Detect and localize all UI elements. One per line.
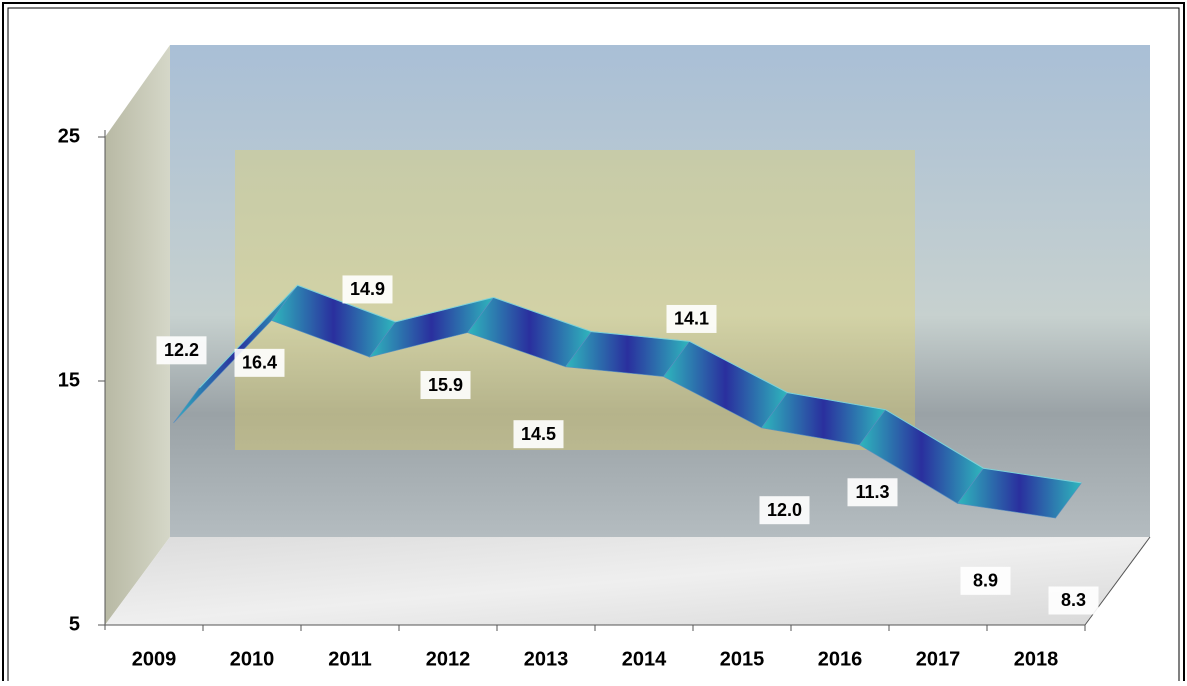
value-label-text: 8.9	[973, 571, 998, 591]
value-label-box	[234, 348, 285, 377]
y-tick-label: 15	[58, 369, 80, 391]
value-label-text: 15.9	[428, 375, 463, 395]
value-label: 11.3	[847, 478, 898, 507]
value-label-box	[960, 566, 1011, 595]
value-label-text: 16.4	[242, 353, 277, 373]
x-tick-label: 2015	[720, 648, 765, 670]
value-label-box	[1048, 586, 1099, 615]
x-tick-label: 2016	[818, 648, 863, 670]
x-tick-label: 2010	[230, 648, 275, 670]
x-tick-label: 2012	[426, 648, 471, 670]
side-wall	[105, 45, 170, 625]
value-label-box	[513, 420, 564, 449]
value-label: 16.4	[234, 348, 285, 377]
x-tick-label: 2017	[916, 648, 961, 670]
value-label-box	[156, 336, 207, 365]
value-label: 8.9	[960, 566, 1011, 595]
value-label-text: 11.3	[855, 482, 889, 502]
value-label-text: 8.3	[1061, 590, 1086, 610]
x-tick-label: 2011	[328, 648, 371, 670]
ribbon-edge	[199, 284, 1082, 484]
floor	[105, 537, 1150, 625]
value-label-box	[666, 304, 717, 333]
y-tick-label: 5	[69, 613, 80, 635]
x-tick-label: 2009	[132, 648, 177, 670]
value-label: 12.0	[759, 496, 810, 525]
value-label: 14.5	[513, 420, 564, 449]
value-label-box	[342, 275, 393, 304]
value-label-text: 14.5	[521, 424, 556, 444]
value-label-text: 12.2	[164, 340, 199, 360]
value-label: 14.9	[342, 275, 393, 304]
value-label-text: 14.1	[674, 309, 709, 329]
value-label: 14.1	[666, 304, 717, 333]
value-label-text: 12.0	[767, 500, 802, 520]
value-label: 15.9	[420, 371, 471, 400]
value-label-text: 14.9	[350, 279, 385, 299]
x-tick-label: 2013	[524, 648, 569, 670]
x-tick-label: 2018	[1014, 648, 1059, 670]
value-label: 8.3	[1048, 586, 1099, 615]
x-tick-label: 2014	[622, 648, 667, 670]
frame-inner	[7, 7, 1180, 686]
value-label-box	[759, 496, 810, 525]
value-label: 12.2	[156, 336, 207, 365]
y-tick-label: 25	[58, 125, 80, 147]
back-wall	[170, 45, 1150, 537]
value-label-box	[847, 478, 898, 507]
value-label-box	[420, 371, 471, 400]
